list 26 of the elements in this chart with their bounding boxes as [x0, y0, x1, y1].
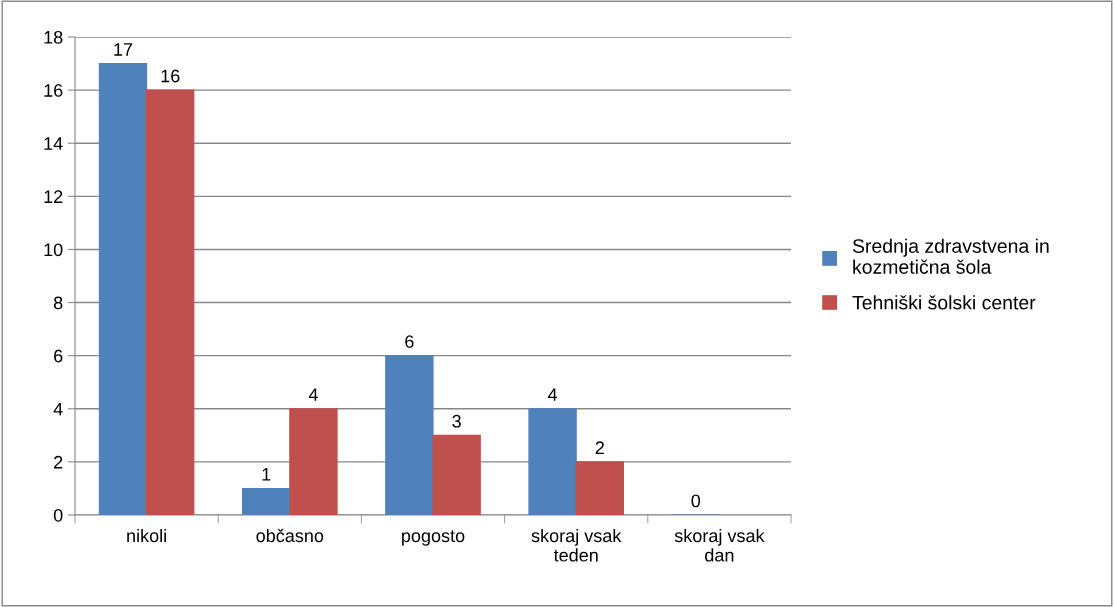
y-tick-label: 4: [53, 402, 63, 416]
y-tick-label: 14: [44, 137, 63, 150]
y-tick-label: 0: [53, 508, 63, 522]
y-tick-label: 16: [44, 84, 63, 97]
data-label: 16: [161, 69, 180, 83]
x-tick-label: skoraj vsak dan: [674, 528, 765, 562]
data-label: 1: [262, 468, 271, 481]
x-tick-label: pogosto: [402, 530, 465, 546]
x-tick-label: skoraj vsak teden: [531, 528, 622, 562]
data-label: 0: [691, 494, 701, 508]
y-tick-label: 2: [54, 455, 63, 469]
y-tick-label: 18: [44, 30, 63, 44]
y-tick-label: 12: [44, 190, 63, 203]
x-tick-label: nikoli: [127, 528, 166, 543]
x-tick-label: občasno: [256, 528, 324, 543]
y-tick-label: 6: [54, 349, 63, 363]
data-label: 17: [114, 43, 133, 56]
data-label: 2: [595, 441, 604, 454]
legend-label: Tehniški šolski center: [852, 295, 1036, 310]
data-label: 4: [308, 388, 318, 401]
y-tick-label: 8: [53, 296, 63, 310]
data-label: 6: [405, 335, 414, 348]
data-label: 4: [547, 388, 558, 401]
y-tick-label: 10: [44, 243, 63, 257]
data-label: 3: [452, 414, 461, 428]
legend-label: Srednja zdravstvena in kozmetična šola: [852, 238, 1049, 274]
